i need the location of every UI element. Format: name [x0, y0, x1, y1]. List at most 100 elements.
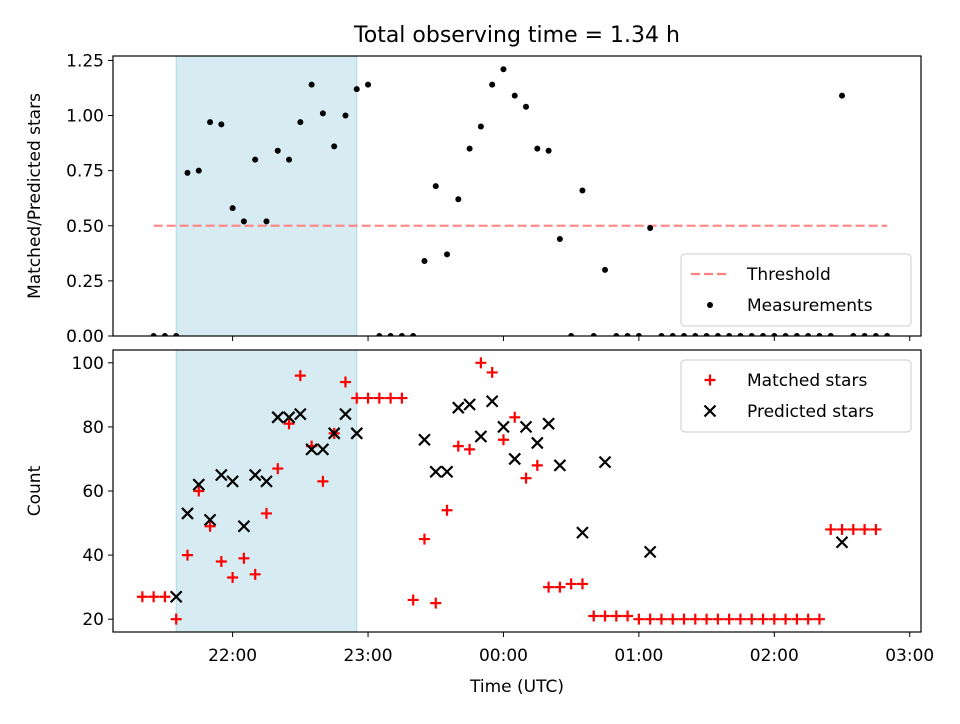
shaded-observing-window: [175, 55, 358, 337]
matched-stars-point: [588, 610, 600, 622]
predicted-stars-point: [237, 519, 251, 533]
measurement-point: [647, 224, 654, 231]
predicted-stars-point: [542, 417, 555, 430]
y-tick-label: 40: [82, 546, 104, 566]
matched-stars-point: [746, 613, 758, 625]
matched-stars-point: [768, 613, 780, 625]
measurement-point: [184, 169, 191, 176]
x-tick-label: 00:00: [479, 646, 528, 666]
matched-stars-point: [283, 418, 295, 430]
predicted-stars-point: [835, 535, 849, 549]
matched-stars-point: [712, 613, 724, 625]
predicted-stars-point: [282, 411, 296, 424]
measurement-point: [523, 103, 530, 110]
x-tick-label: 01:00: [614, 646, 663, 666]
y-axis-label: Count: [25, 465, 45, 516]
matched-stars-point: [565, 578, 577, 590]
matched-stars-point: [599, 610, 611, 622]
predicted-stars-point: [576, 526, 589, 539]
measurement-point: [658, 333, 665, 336]
predicted-stars-point: [508, 452, 522, 466]
matched-stars-point: [430, 597, 442, 609]
y-tick-label: 1.00: [66, 107, 104, 127]
y-tick-label: 20: [82, 610, 104, 630]
legend-box: [680, 359, 912, 433]
measurement-point: [466, 145, 473, 152]
predicted-stars-point: [429, 465, 443, 479]
predicted-stars-point: [418, 433, 431, 447]
matched-stars-point: [622, 610, 634, 622]
matched-stars-point: [531, 459, 543, 471]
legend-predicted-swatch: [703, 404, 717, 418]
matched-stars-point: [486, 366, 498, 378]
predicted-stars-point: [339, 407, 352, 421]
x-tick-label: 03:00: [885, 646, 934, 666]
predicted-stars-point: [474, 430, 488, 443]
measurement-point: [816, 333, 823, 336]
measurement-point: [850, 333, 857, 336]
predicted-stars-point: [440, 465, 454, 479]
matched-stars-point: [870, 523, 882, 535]
matched-stars-point: [238, 552, 250, 564]
x-tick-label: 22:00: [208, 646, 257, 666]
measurement-point: [793, 333, 800, 336]
matched-stars-point: [351, 392, 363, 404]
measurement-point: [884, 333, 891, 336]
measurement-point: [771, 333, 778, 336]
measurement-point: [669, 333, 676, 336]
predicted-stars-point: [169, 590, 183, 604]
matched-stars-point: [497, 434, 509, 446]
matched-stars-point: [464, 443, 476, 455]
predicted-stars-point: [226, 475, 239, 488]
predicted-stars-point: [463, 398, 476, 411]
matched-stars-point: [576, 578, 588, 590]
measurement-point: [263, 218, 270, 225]
matched-stars-point: [159, 591, 171, 603]
matched-stars-point: [791, 613, 803, 625]
predicted-stars-point: [203, 513, 217, 527]
measurement-point: [455, 196, 462, 203]
predicted-stars-point: [316, 443, 330, 456]
measurement-point: [861, 333, 868, 336]
legend-label: Measurements: [747, 296, 873, 316]
matched-stars-point: [227, 572, 239, 584]
predicted-stars-point: [215, 468, 228, 482]
y-tick-label: 0.00: [66, 327, 104, 347]
measurement-point: [387, 333, 394, 336]
y-axis-label: Matched/Predicted stars: [25, 93, 45, 299]
measurement-point: [173, 333, 180, 336]
matched-stars-point: [362, 392, 374, 404]
measurement-point: [737, 333, 744, 336]
matched-stars-point: [802, 613, 814, 625]
matched-stars-point: [339, 376, 351, 388]
matched-stars-point: [655, 613, 667, 625]
matched-stars-point: [475, 357, 487, 369]
predicted-stars-point: [519, 420, 533, 434]
matched-stars-point: [520, 472, 532, 484]
plot-area: [136, 357, 882, 625]
measurement-point: [421, 258, 428, 265]
matched-stars-point: [170, 613, 182, 625]
legend-measurements-swatch: [707, 302, 713, 308]
measurement-point: [161, 333, 168, 336]
measurement-point: [376, 333, 383, 336]
measurement-point: [635, 333, 642, 336]
matched-stars-point: [701, 613, 713, 625]
matched-stars-point: [294, 370, 306, 382]
legend: Matched stars Predicted stars: [680, 359, 912, 433]
measurement-point: [760, 333, 767, 336]
measurement-point: [748, 333, 755, 336]
predicted-stars-point: [294, 407, 307, 421]
matched-stars-point: [407, 594, 419, 606]
measurement-point: [229, 205, 236, 212]
predicted-stars-point: [248, 468, 262, 482]
matched-stars-point: [667, 613, 679, 625]
measurement-point: [568, 333, 575, 336]
measurement-point: [624, 333, 631, 336]
matched-stars-point: [452, 440, 464, 452]
predicted-stars-point: [485, 394, 499, 408]
y-tick-label: 60: [82, 482, 104, 502]
measurement-point: [590, 333, 597, 336]
legend-matched-swatch: [704, 374, 716, 386]
measurement-point: [353, 86, 360, 93]
